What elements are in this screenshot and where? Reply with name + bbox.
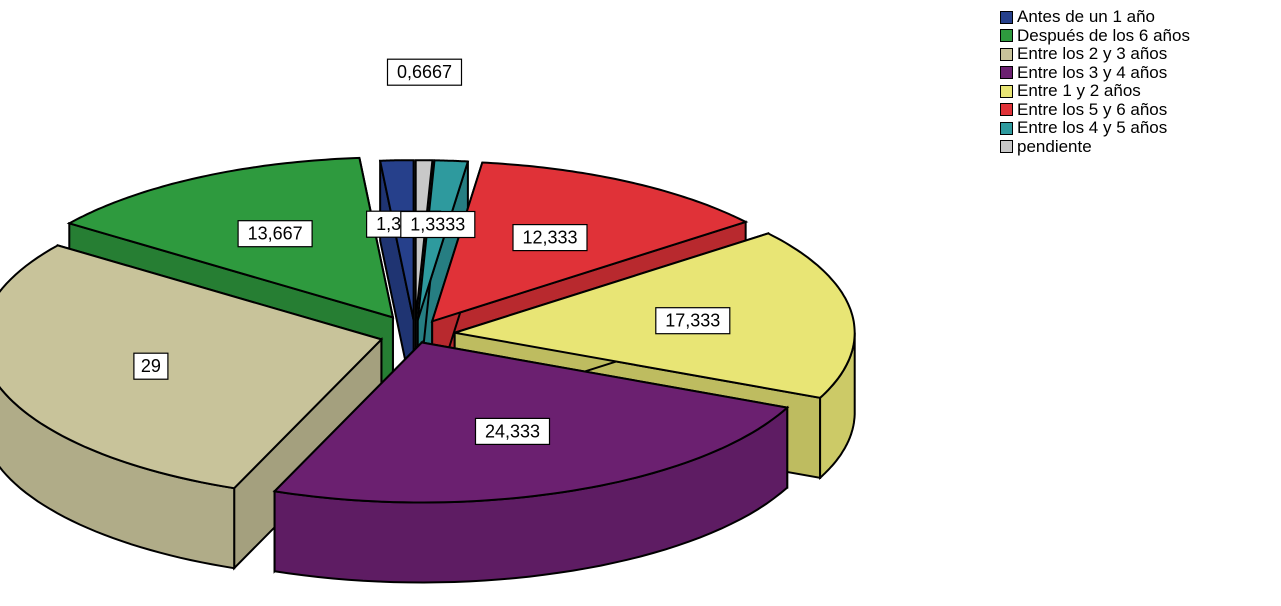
legend-item: Entre 1 y 2 años xyxy=(1000,81,1190,101)
legend-label: Entre los 5 y 6 años xyxy=(1017,99,1168,119)
legend-item: Entre los 5 y 6 años xyxy=(1000,99,1190,120)
pie-data-label-text: 13,667 xyxy=(248,224,303,244)
pie-slice-top xyxy=(378,159,415,321)
pie-data-label-box xyxy=(655,307,731,335)
pie-tops xyxy=(0,156,856,504)
pie-slice-top xyxy=(66,156,395,319)
legend-item: pendiente xyxy=(1000,136,1190,157)
pie-slice-top xyxy=(430,161,749,323)
chart-legend: Antes de un 1 año Después de los 6 años En… xyxy=(1000,7,1190,157)
legend-swatch xyxy=(1000,140,1013,154)
pie-data-label-box xyxy=(386,58,463,86)
legend-item: Entre los 4 y 5 años xyxy=(1000,118,1190,138)
pie-data-label: 24,333 xyxy=(474,417,551,445)
legend-label: Entre los 2 y 3 años xyxy=(1017,44,1168,64)
pie-data-label-box xyxy=(133,352,169,380)
pie-data-label-text: 29 xyxy=(141,356,161,376)
pie-data-label-box xyxy=(512,224,588,252)
pie-labels: 1,333313,6672924,33317,33312,3331,33330,… xyxy=(133,58,731,445)
legend-swatch xyxy=(1000,10,1013,24)
legend-label: Entre 1 y 2 años xyxy=(1017,81,1141,101)
pie-slice-top xyxy=(416,159,470,321)
legend-label: Entre los 4 y 5 años xyxy=(1017,118,1168,138)
legend-swatch xyxy=(1000,103,1013,117)
legend-swatch xyxy=(1000,84,1013,98)
legend-item: Entre los 2 y 3 años xyxy=(1000,44,1190,64)
pie-data-label: 1,3333 xyxy=(400,210,476,239)
pie-slice-top xyxy=(414,159,434,321)
pie-data-label-text: 12,333 xyxy=(522,228,577,248)
pie-data-label-box xyxy=(474,417,551,445)
pie-slice-top xyxy=(454,232,856,399)
pie-data-label-text: 0,6667 xyxy=(397,62,452,82)
legend-swatch xyxy=(1000,121,1013,135)
legend-swatch xyxy=(1000,66,1013,80)
pie-data-label: 13,667 xyxy=(237,220,313,248)
pie-data-label: 12,333 xyxy=(512,224,588,252)
legend-swatch xyxy=(1000,29,1013,43)
legend-label: Antes de un 1 año xyxy=(1017,7,1156,27)
legend-item: Antes de un 1 año xyxy=(1000,7,1190,27)
pie-data-label: 17,333 xyxy=(655,307,731,335)
legend-item: Entre los 3 y 4 años xyxy=(1000,62,1190,83)
pie-data-label-text: 24,333 xyxy=(485,421,540,441)
pie-data-label: 0,6667 xyxy=(386,58,463,86)
legend-label: pendiente xyxy=(1017,136,1092,156)
legend-label: Después de los 6 años xyxy=(1017,25,1190,45)
legend-swatch xyxy=(1000,47,1013,61)
legend-label: Entre los 3 y 4 años xyxy=(1017,62,1168,82)
pie-slice-top xyxy=(0,244,384,490)
pie-data-label-text: 1,3333 xyxy=(410,215,465,235)
pie-data-label-text: 17,333 xyxy=(665,311,720,331)
pie-data-label-box xyxy=(400,210,476,239)
pie-data-label-box xyxy=(237,220,313,248)
legend-item: Después de los 6 años xyxy=(1000,25,1190,46)
pie-data-label: 29 xyxy=(133,352,169,380)
pie-chart: 1,333313,6672924,33317,33312,3331,33330,… xyxy=(0,58,856,584)
